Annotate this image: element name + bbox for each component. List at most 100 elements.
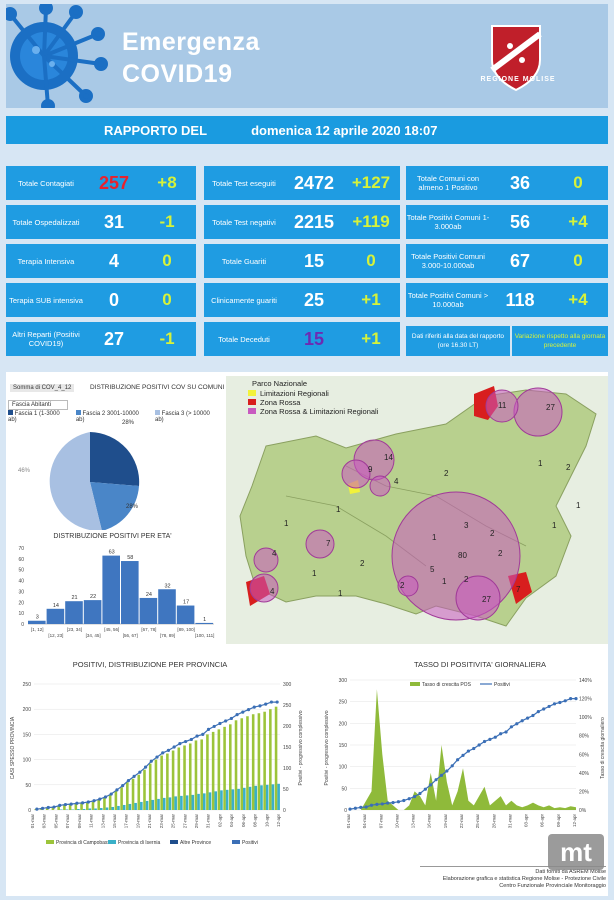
bar <box>46 608 65 624</box>
pie-tag: Somma di COV_4_12 <box>10 384 75 392</box>
bar-campobasso <box>166 753 169 810</box>
map-label: 4 <box>272 549 277 558</box>
bar <box>102 555 120 624</box>
bar-campobasso <box>160 755 163 810</box>
x-tick-label: 25-mar <box>475 814 480 829</box>
y2-axis-label: Tasso di crescita giornaliero <box>600 717 606 779</box>
data-label: 22 <box>90 594 96 600</box>
stat-label: Totale Deceduti <box>218 334 270 344</box>
map-bubble <box>397 575 419 597</box>
map-label: 1 <box>336 505 341 514</box>
x-tick-label: 15-mar <box>112 814 117 829</box>
bar-isernia <box>168 797 172 810</box>
bar <box>195 622 213 624</box>
note-variazione: Variazione rispetto alla giornata preced… <box>512 326 608 356</box>
bar-campobasso <box>143 769 146 810</box>
map-legend-item: Zona Rossa <box>260 398 301 407</box>
bar-campobasso <box>274 706 278 810</box>
x-tick-label: 28-mar <box>491 814 496 829</box>
map-label: 4 <box>394 477 399 486</box>
legend-label: Tasso di crescita POS <box>422 682 472 688</box>
bar-isernia <box>77 808 80 810</box>
map-label: 1 <box>432 533 437 542</box>
bar-isernia <box>214 791 217 810</box>
y-tick-label: 0 <box>344 808 347 814</box>
y-tick-label: 200 <box>23 707 32 713</box>
x-tick-label: 11-mar <box>89 814 94 828</box>
stat-altri-reparti: Altri Reparti (Positivi COVID19) 27 -1 <box>6 322 196 356</box>
y-tick-label: 10 <box>18 611 24 617</box>
pie-title: DISTRIBUZIONE POSITIVI COV SU COMUNI <box>90 384 225 391</box>
data-label: 17 <box>183 600 189 606</box>
pie-legend-item: Fascia 1 (1-3000 ab) <box>8 410 60 423</box>
pie-chart <box>49 432 140 530</box>
stat-clinicamente-guariti: Clinicamente guariti 25 +1 <box>204 283 400 317</box>
x-tick-label: 17-mar <box>124 814 129 829</box>
pie-slice <box>90 482 139 530</box>
x-tick-label: 07-mar <box>65 814 70 829</box>
bar-isernia <box>162 797 166 810</box>
map-label: 1 <box>312 569 317 578</box>
bar-campobasso <box>229 724 232 810</box>
logo-text: REGIONE MOLISE <box>480 76 556 83</box>
stat-value: 15 <box>303 250 325 271</box>
stat-delta: 0 <box>573 251 583 270</box>
map-label: 5 <box>430 565 435 574</box>
map-legend-item: Zona Rossa & Limitazioni Regionali <box>260 407 379 416</box>
data-label: 32 <box>164 583 170 589</box>
watermark-logo: mt <box>548 834 604 870</box>
map-label: 7 <box>516 585 521 594</box>
x-tick-label: 12-apr <box>276 814 281 828</box>
stat-value: 2472 <box>293 172 335 193</box>
map-label: 1 <box>576 501 581 510</box>
x-tick-label: 12-apr <box>572 814 577 828</box>
bar-campobasso <box>211 731 215 810</box>
stat-label: Totale Test eseguiti <box>212 178 276 188</box>
report-label: RAPPORTO DEL <box>104 122 208 138</box>
bar-isernia <box>277 783 280 810</box>
stat-label: Terapia Intensiva <box>17 256 75 266</box>
stat-delta: -1 <box>159 329 175 348</box>
stat-delta: 0 <box>162 290 172 309</box>
x-tick-label: 03-mar <box>42 814 47 829</box>
map-label: 2 <box>498 549 503 558</box>
pie-slice <box>90 432 140 486</box>
stat-label: Totale Guariti <box>221 256 267 266</box>
y2-axis-label: Positivi - progressivo complessivo <box>298 710 304 785</box>
bar-campobasso <box>114 790 118 810</box>
x-tick-label: 31-mar <box>507 814 512 829</box>
line-positivi <box>349 698 576 810</box>
bar-campobasso <box>108 794 112 810</box>
stat-value: 0 <box>108 289 119 310</box>
footer-line: Centro Funzionale Provinciale Monitoragg… <box>499 883 606 889</box>
x-tick-label: 04-mar <box>362 814 367 829</box>
bar-campobasso <box>223 726 226 810</box>
bar-campobasso <box>234 720 238 810</box>
map-label: 2 <box>490 529 495 538</box>
bar-isernia <box>180 795 183 810</box>
bar-isernia <box>208 792 212 810</box>
bar-campobasso <box>194 740 198 810</box>
map-label: 7 <box>326 539 331 548</box>
stat-value: 36 <box>509 172 531 193</box>
y-tick-label: 50 <box>25 783 31 789</box>
y2-tick-label: 40% <box>579 771 590 777</box>
map-label: 9 <box>368 465 373 474</box>
x-tick-label: [89, 100] <box>177 627 195 632</box>
bar-isernia <box>254 785 258 810</box>
x-tick-label: 22-mar <box>459 814 464 829</box>
note-data-riferiti: Dati riferiti alla data del rapporto (or… <box>406 326 510 356</box>
pie-filter[interactable]: Fascia Abitanti <box>8 400 68 410</box>
x-tick-label: 31-mar <box>206 814 211 829</box>
x-tick-label: 05-mar <box>53 814 58 829</box>
bar <box>176 605 195 624</box>
y2-tick-label: 0 <box>283 808 286 814</box>
point-positivi <box>275 700 279 704</box>
virus-graphic <box>6 4 108 108</box>
footer-line: Dati forniti da ASREM Molise <box>535 869 606 875</box>
bar-isernia <box>185 795 189 810</box>
x-tick-label: 02-apr <box>217 814 222 828</box>
y2-tick-label: 80% <box>579 734 590 740</box>
province-chart-title: POSITIVI, DISTRIBUZIONE PER PROVINCIA <box>72 660 228 669</box>
map-label: 2 <box>566 463 571 472</box>
